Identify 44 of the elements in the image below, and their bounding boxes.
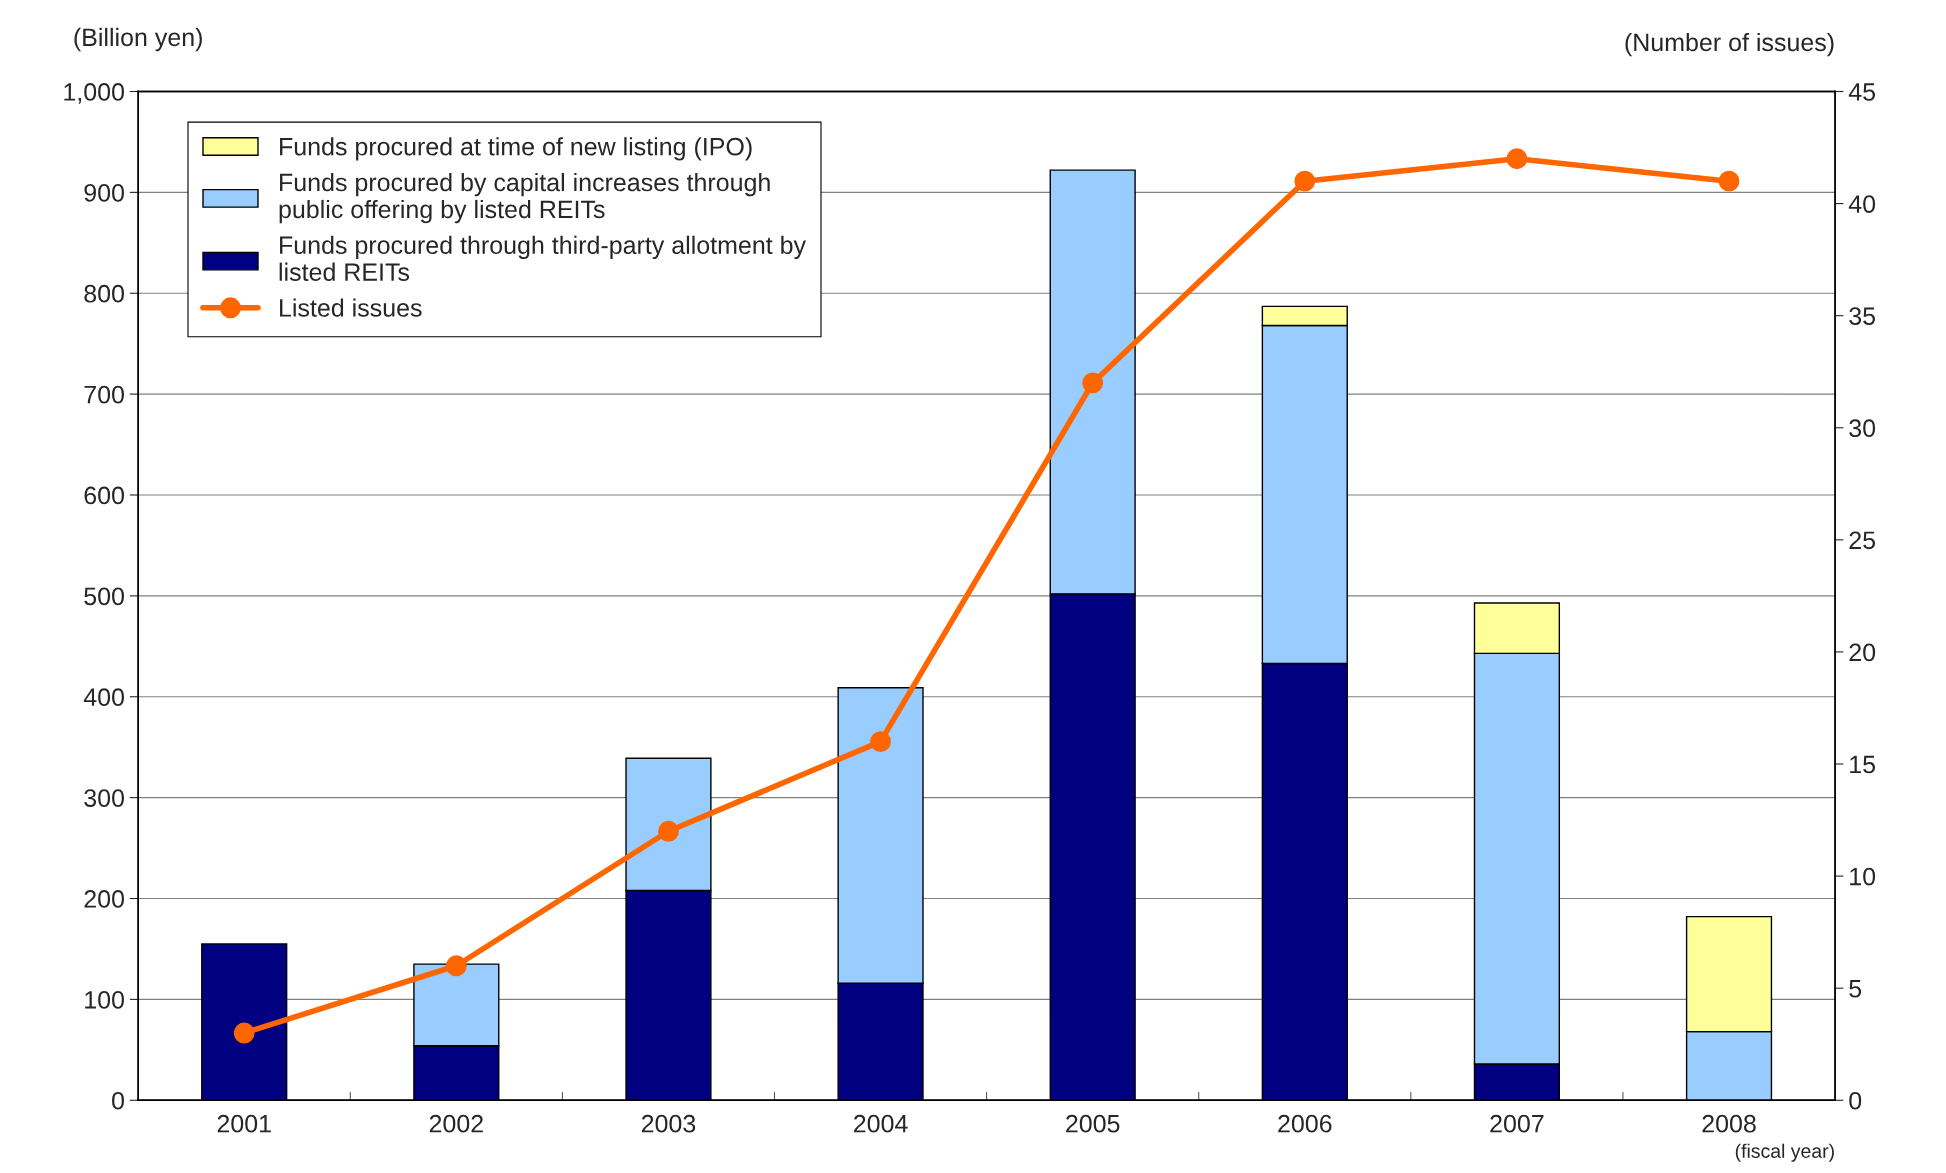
y-tick-label: 300	[84, 789, 124, 807]
y-tick-label: 100	[85, 991, 124, 1009]
x-tick-label: 2003	[641, 1114, 696, 1133]
y-tick-label: 500	[84, 587, 124, 606]
y-tick-label: 400	[83, 688, 124, 707]
y-axis-title: (Billion yen)	[74, 27, 202, 52]
y-tick-label: 1,000	[64, 83, 124, 104]
y2-tick-label: 45	[1848, 83, 1876, 101]
y2-tick-label: 40	[1848, 195, 1876, 213]
y2-tick-label: 10	[1850, 867, 1876, 886]
y-tick-label: 0	[112, 1091, 124, 1110]
y-tick-label: 700	[84, 385, 124, 404]
y2-tick-label: 0	[1849, 1091, 1862, 1110]
y-tick-label: 600	[84, 486, 124, 505]
point	[1718, 170, 1740, 192]
y2-tick-label: 30	[1849, 419, 1876, 438]
y2-tick-label: 15	[1850, 755, 1876, 774]
x-tick-label: 2001	[217, 1114, 271, 1133]
point	[870, 731, 891, 753]
x-tick-label: 2007	[1490, 1114, 1544, 1133]
point	[233, 1022, 255, 1044]
y2-tick-label: 5	[1849, 980, 1862, 998]
x-tick-label: 2006	[1278, 1114, 1332, 1133]
y2-axis-title: (Number of issues)	[1625, 32, 1834, 57]
point	[1506, 148, 1528, 170]
point	[658, 820, 679, 842]
x-axis-title: (fiscal year)	[1735, 1143, 1834, 1162]
point	[1294, 170, 1316, 192]
x-tick-label: 2008	[1702, 1114, 1756, 1133]
y2-tick-label: 35	[1849, 307, 1876, 325]
x-tick-label: 2002	[429, 1114, 483, 1133]
y2-tick-label: 25	[1849, 531, 1876, 550]
y-tick-label: 900	[84, 183, 124, 202]
y2-tick-label: 20	[1849, 643, 1876, 662]
legend-label: Listed issues	[280, 298, 422, 317]
x-tick-label: 2005	[1066, 1114, 1120, 1133]
legend-label: Funds procured through third-party allotment by listed REITs	[279, 235, 806, 281]
point	[445, 955, 467, 977]
y-tick-label: 200	[84, 890, 124, 908]
x-tick-label: 2004	[854, 1114, 908, 1133]
legend-label: Funds procured at time of new listing (IPO)	[280, 137, 752, 161]
y-tick-label: 800	[84, 284, 124, 303]
legend-label: Funds procured by capital increases through public offering by listed REITs	[279, 172, 770, 224]
point	[1082, 372, 1104, 394]
